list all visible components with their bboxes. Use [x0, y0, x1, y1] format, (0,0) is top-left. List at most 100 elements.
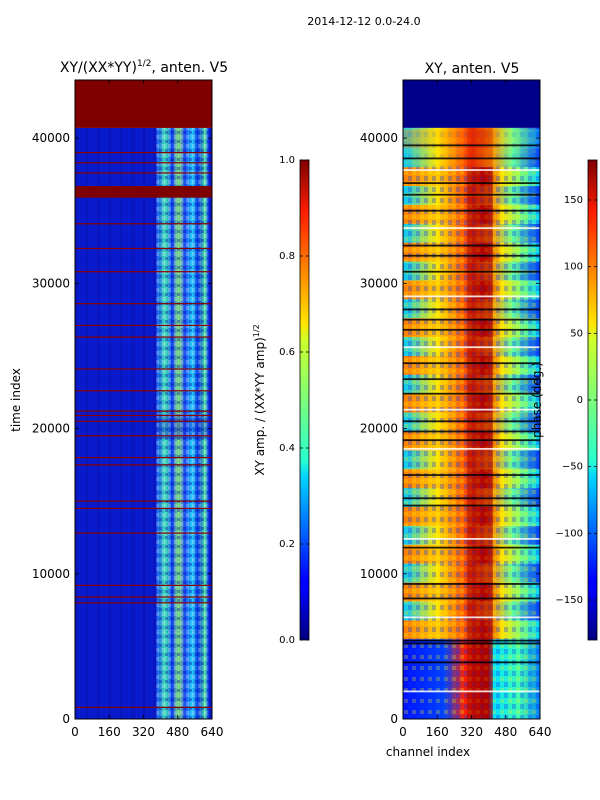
amplitude-flagged-row	[75, 584, 212, 586]
amplitude-background-stripe	[78, 127, 81, 720]
amplitude-colorbar-tick-label: 0.4	[279, 443, 295, 454]
amplitude-y-tick-label: 0	[62, 712, 70, 726]
phase-flagged-row	[403, 169, 540, 171]
amplitude-colorbar-gradient	[299, 159, 310, 641]
amplitude-background-stripe	[151, 127, 153, 720]
amplitude-colorbar-ticks: 0.0 0.2 0.4 0.6 0.8 1.0	[279, 155, 309, 646]
amplitude-flagged-row	[75, 271, 212, 273]
phase-colorbar: −150 −100 −50 0 50 100 150 phase (deg.)	[530, 159, 598, 641]
phase-colorbar-tick-label: −50	[562, 462, 583, 473]
phase-x-tick-label: 480	[494, 725, 517, 739]
amplitude-flagged-row	[75, 596, 212, 598]
amplitude-flagged-row	[75, 507, 212, 510]
amplitude-flagged-row	[75, 368, 212, 370]
amplitude-bright-texture	[156, 197, 209, 415]
amplitude-x-tick-label: 640	[201, 725, 224, 739]
amplitude-flagged-row	[75, 706, 212, 708]
phase-axes: 0 160 320 480 640 0 10000 20000 30000 40000	[360, 80, 552, 739]
phase-flagged-row	[403, 392, 540, 395]
phase-flagged-row	[403, 182, 540, 185]
amplitude-bright-texture	[156, 127, 209, 187]
phase-flagged-row	[403, 583, 540, 585]
phase-x-tick-label: 640	[529, 725, 552, 739]
amplitude-flagged-row	[75, 152, 212, 154]
phase-flagged-row	[403, 439, 540, 442]
phase-colorbar-tick-label: 50	[570, 328, 583, 339]
phase-flagged-row	[403, 328, 540, 331]
phase-flagged-row	[403, 362, 540, 365]
phase-flagged-row	[403, 546, 540, 549]
amplitude-background-stripe	[154, 127, 157, 720]
amplitude-flagged-row	[75, 162, 212, 164]
phase-colorbar-tick-label: −150	[556, 595, 583, 606]
amplitude-background-stripe	[109, 127, 111, 720]
phase-flagged-row	[403, 639, 540, 642]
amplitude-flagged-row	[75, 247, 212, 250]
phase-flagged-row	[403, 227, 540, 230]
amplitude-colorbar-tick-label: 1.0	[279, 155, 295, 166]
amplitude-flagged-block	[75, 186, 212, 198]
amplitude-background-stripe	[105, 127, 107, 720]
amplitude-flagged-row	[75, 390, 212, 392]
amplitude-x-tick-label: 0	[71, 725, 79, 739]
amplitude-background-stripe	[82, 127, 84, 720]
phase-colorbar-tick-label: 150	[564, 195, 583, 206]
amplitude-flagged-row	[75, 456, 212, 459]
amplitude-flagged-row	[75, 324, 212, 327]
phase-x-tick-label: 0	[399, 725, 407, 739]
phase-flagged-row	[403, 254, 540, 257]
phase-colorbar-tick-label: 100	[564, 262, 583, 273]
amplitude-flagged-row	[75, 303, 212, 305]
phase-flagged-row	[403, 318, 540, 321]
phase-flagged-row	[403, 193, 540, 196]
phase-flagged-row	[403, 504, 540, 507]
amplitude-flagged-row	[75, 410, 212, 412]
amplitude-flagged-row	[75, 336, 212, 338]
amplitude-colorbar-tick-label: 0.2	[279, 539, 295, 550]
phase-flagged-row	[403, 430, 540, 433]
phase-flagged-row	[403, 270, 540, 273]
phase-colorbar-label: phase (deg.)	[530, 362, 544, 438]
phase-flagged-row	[403, 661, 540, 664]
amplitude-background-stripe	[139, 127, 141, 720]
phase-flagged-row	[403, 447, 540, 450]
phase-flagged-row	[403, 597, 540, 600]
amplitude-y-tick-label: 20000	[32, 422, 70, 436]
amplitude-bright-texture	[156, 414, 209, 439]
amplitude-heatmap	[75, 80, 212, 720]
amplitude-background-stripe	[132, 127, 134, 720]
amplitude-colorbar: 0.0 0.2 0.4 0.6 0.8 1.0 XY amp. / (XX*YY amp)…	[252, 155, 310, 646]
phase-flagged-row	[403, 420, 540, 423]
phase-flagged-row	[403, 474, 540, 476]
phase-flagged-block	[403, 80, 540, 128]
amplitude-bright-texture	[156, 631, 209, 719]
phase-flagged-row	[403, 616, 540, 619]
phase-flagged-row	[403, 497, 540, 500]
phase-flagged-row	[403, 408, 540, 411]
phase-colorbar-tick-label: −100	[556, 528, 583, 539]
amplitude-background-stripe	[94, 127, 96, 720]
phase-heatmap	[403, 80, 540, 720]
phase-colorbar-tick-label: 0	[577, 395, 583, 406]
amplitude-background-stripe	[128, 127, 130, 720]
phase-flagged-row	[403, 209, 540, 212]
amplitude-y-axis-label: time index	[9, 368, 23, 432]
phase-colorbar-ticks: −150 −100 −50 0 50 100 150	[556, 195, 597, 606]
amplitude-panel: XY/(XX*YY)1/2, anten. V5 0 160 320 480 640 0 1…	[9, 59, 228, 739]
amplitude-flagged-row	[75, 435, 212, 437]
amplitude-flagged-row	[75, 414, 212, 417]
phase-flagged-row	[403, 642, 540, 645]
phase-flagged-row	[403, 244, 540, 247]
amplitude-background-stripe	[113, 127, 115, 720]
amplitude-x-tick-label: 320	[132, 725, 155, 739]
amplitude-flagged-row	[75, 532, 212, 534]
amplitude-background-stripe	[86, 127, 88, 720]
phase-x-axis-label: channel index	[386, 745, 470, 759]
phase-y-tick-label: 40000	[360, 131, 398, 145]
amplitude-background-stripe	[124, 127, 126, 720]
amplitude-background-stripe	[90, 127, 92, 720]
phase-y-tick-label: 0	[390, 712, 398, 726]
amplitude-flagged-row	[75, 602, 212, 604]
phase-flagged-row	[403, 157, 540, 160]
phase-panel: XY, anten. V5 0 160 320 480 640 0 10000 20000 30…	[360, 61, 552, 759]
